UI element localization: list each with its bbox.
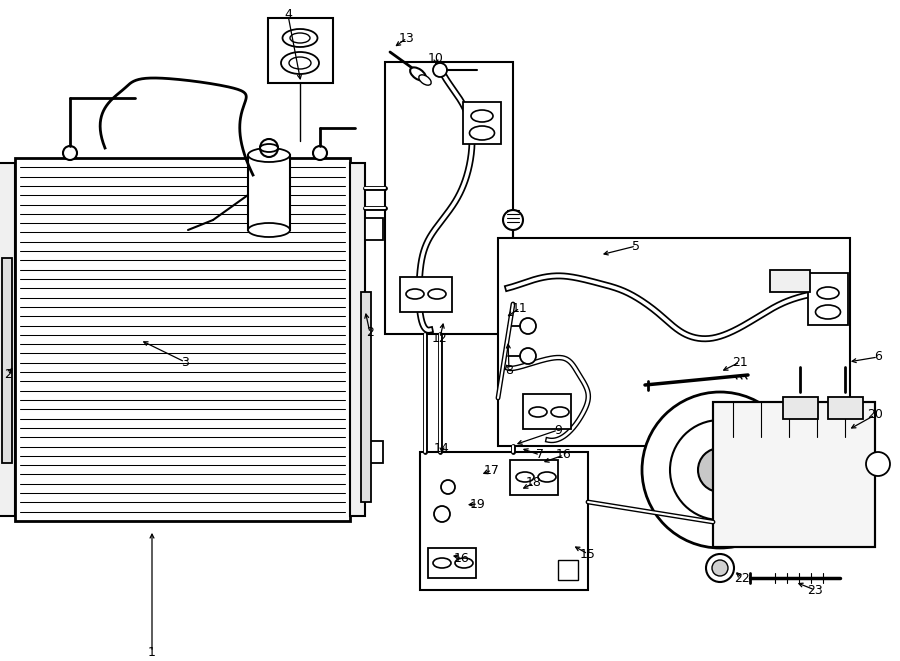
Text: 16: 16 [454,551,470,564]
Bar [558,560,578,580]
Text: 11: 11 [512,301,528,315]
Ellipse shape [260,144,278,152]
Bar [268,18,333,83]
Text: 10: 10 [428,52,444,65]
Bar [770,270,810,292]
Text: 22: 22 [734,572,750,584]
Text: 8: 8 [505,364,513,377]
Circle shape [706,554,734,582]
Bar [523,394,571,429]
Bar [463,102,501,144]
Circle shape [313,146,327,160]
Bar [428,548,476,578]
Bar [510,460,558,495]
Ellipse shape [290,33,310,43]
Bar [783,397,818,419]
Ellipse shape [248,148,290,162]
Text: 2: 2 [366,327,373,340]
Bar [365,441,383,463]
Text: 6: 6 [874,350,882,364]
Circle shape [63,146,77,160]
Ellipse shape [455,558,473,568]
Bar [498,238,850,446]
Ellipse shape [406,289,424,299]
Circle shape [441,480,455,494]
Ellipse shape [538,472,556,482]
Text: 5: 5 [632,239,640,253]
Text: 15: 15 [580,547,596,561]
Bar [400,277,452,312]
Text: 16: 16 [556,449,572,461]
Circle shape [642,392,798,548]
Ellipse shape [248,223,290,237]
Text: 23: 23 [807,584,823,596]
Ellipse shape [471,110,493,122]
Circle shape [520,348,536,364]
Ellipse shape [551,407,569,417]
Text: 19: 19 [470,498,486,510]
Ellipse shape [529,407,547,417]
Text: 13: 13 [399,32,415,44]
Text: 3: 3 [181,356,189,368]
Ellipse shape [428,289,446,299]
Ellipse shape [283,29,318,47]
Ellipse shape [410,67,426,81]
Bar [248,155,290,230]
Circle shape [670,420,770,520]
Ellipse shape [470,126,494,140]
Text: 20: 20 [867,408,883,422]
Bar [808,273,848,325]
Ellipse shape [433,558,451,568]
Ellipse shape [289,57,311,69]
Circle shape [698,448,742,492]
Text: 18: 18 [526,477,542,490]
Bar [385,62,513,334]
Bar [365,218,383,240]
Ellipse shape [281,52,319,74]
Text: 17: 17 [484,463,500,477]
Circle shape [712,560,728,576]
Circle shape [433,63,447,77]
Bar [350,163,365,516]
Ellipse shape [418,75,431,85]
Circle shape [866,452,890,476]
Text: 2: 2 [4,368,12,381]
Text: 12: 12 [432,332,448,344]
Circle shape [520,318,536,334]
Bar [15,158,350,521]
Bar [0,163,15,516]
Circle shape [434,506,450,522]
Text: 1: 1 [148,646,156,658]
Ellipse shape [815,305,841,319]
Bar [361,292,371,502]
Circle shape [260,139,278,157]
Circle shape [503,210,523,230]
Bar [2,258,12,463]
Text: 7: 7 [536,449,544,461]
Bar [713,402,875,547]
Bar [828,397,863,419]
Ellipse shape [817,287,839,299]
Text: 4: 4 [284,9,292,22]
Bar [713,402,875,547]
Ellipse shape [516,472,534,482]
Bar [420,452,588,590]
Text: 9: 9 [554,424,562,436]
Text: 21: 21 [732,356,748,368]
Text: 14: 14 [434,442,450,455]
